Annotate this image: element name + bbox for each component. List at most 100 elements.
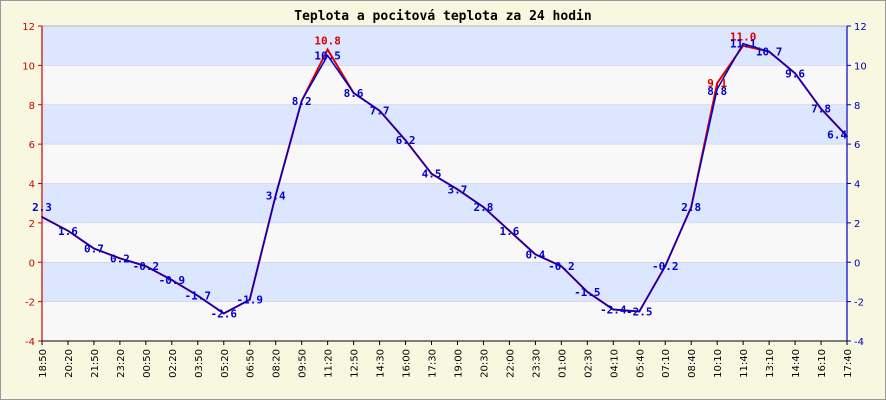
plot-bands: [42, 25, 847, 342]
y-tick-left-label: -2: [25, 298, 35, 309]
data-label-feels_like: 11.0: [730, 31, 757, 44]
data-point-temperature: [456, 188, 459, 191]
data-label-temperature: 7.7: [370, 105, 390, 118]
x-tick-label: 17:30: [428, 349, 439, 378]
y-tick-right-label: 10: [854, 61, 867, 72]
data-point-temperature: [508, 229, 511, 232]
band-6: [42, 65, 847, 105]
y-tick-left-label: 12: [22, 22, 35, 33]
data-label-temperature: -1.5: [574, 286, 601, 299]
data-label-temperature: -1.9: [236, 294, 263, 307]
data-point-temperature: [586, 290, 589, 293]
data-label-temperature: -2.6: [211, 307, 238, 320]
x-tick-label: 11:40: [739, 349, 750, 378]
data-point-temperature: [41, 216, 43, 218]
data-label-temperature: 2.8: [474, 201, 494, 214]
data-labels: 2.31.60.70.2-0.2-0.9-1.7-2.6-1.93.48.210…: [32, 31, 847, 321]
y-tick-right-label: 0: [854, 258, 860, 269]
data-point-temperature: [664, 265, 667, 267]
x-tick-label: 09:50: [298, 349, 309, 378]
data-label-temperature: 8.2: [292, 95, 312, 108]
data-point-temperature: [300, 100, 303, 102]
data-label-temperature: -0.2: [133, 260, 160, 273]
data-point-temperature: [352, 92, 355, 94]
chart-title: Teplota a pocitová teplota za 24 hodin: [294, 9, 591, 24]
data-label-temperature: -0.9: [159, 274, 186, 287]
y-tick-right-label: 4: [854, 180, 860, 191]
data-point-temperature: [690, 206, 692, 208]
data-label-temperature: 8.8: [707, 85, 727, 98]
data-label-temperature: 2.3: [32, 201, 52, 214]
data-point-temperature: [534, 253, 537, 256]
data-label-temperature: 1.6: [499, 225, 519, 238]
data-label-temperature: 0.7: [84, 242, 104, 255]
series-lines: [41, 42, 848, 315]
y-ticks: -4 -4 -2 -2 0 0 2 2 4 4 6 6 8 8 10 10 12 12: [22, 22, 866, 348]
x-tick-label: 18:50: [38, 349, 49, 378]
band-5: [42, 104, 847, 145]
data-point-temperature: [93, 247, 95, 250]
data-label-temperature: -0.2: [652, 260, 679, 273]
y-tick-left-label: 8: [29, 101, 35, 112]
x-tick-label: 16:00: [402, 349, 413, 378]
data-point-temperature: [67, 229, 69, 232]
x-tick-label: 08:20: [272, 349, 283, 378]
data-label-temperature: 10.5: [314, 50, 341, 63]
data-label-temperature: 11.1: [730, 38, 757, 51]
data-point-feels_like: [326, 48, 329, 51]
data-label-temperature: 10.7: [756, 46, 783, 59]
x-tick-label: 03:50: [194, 349, 205, 378]
data-point-temperature: [716, 88, 718, 90]
data-label-temperature: 6.4: [827, 128, 847, 141]
x-tick-label: 04:10: [609, 349, 620, 378]
y-tick-left-label: 6: [29, 140, 35, 151]
data-point-temperature: [794, 72, 796, 75]
data-point-temperature: [612, 308, 615, 311]
data-label-temperature: 3.4: [266, 189, 286, 202]
x-tick-label: 22:00: [505, 349, 516, 378]
x-tick-label: 17:40: [843, 349, 854, 378]
data-point-temperature: [404, 139, 407, 141]
x-tick-label: 02:20: [168, 349, 179, 378]
data-label-temperature: 2.8: [681, 201, 701, 214]
band-4: [42, 144, 847, 184]
x-tick-label: 13:10: [765, 349, 776, 378]
y-tick-right-label: -4: [854, 337, 864, 348]
data-label-feels_like: 9.1: [707, 77, 727, 90]
data-point-temperature: [482, 206, 485, 208]
data-point-temperature: [145, 265, 147, 267]
x-tick-label: 14:40: [791, 349, 802, 378]
data-point-temperature: [378, 109, 381, 112]
x-tick-label: 10:10: [713, 349, 724, 378]
x-tick-label: 21:50: [90, 349, 101, 378]
data-point-temperature: [171, 279, 173, 281]
data-point-temperature: [119, 257, 121, 260]
data-point-temperature: [197, 294, 199, 297]
data-label-temperature: 4.5: [422, 168, 442, 181]
data-point-temperature: [820, 107, 822, 110]
y-tick-right-label: 8: [854, 101, 860, 112]
x-tick-label: 05:40: [635, 349, 646, 378]
y-tick-left-label: 0: [29, 258, 35, 269]
x-tick-label: 14:30: [376, 349, 387, 378]
x-tick-label: 19:00: [453, 349, 464, 378]
data-label-temperature: 6.2: [396, 134, 416, 147]
data-point-temperature: [430, 172, 433, 175]
x-tick-label: 16:10: [817, 349, 828, 378]
x-tick-label: 23:30: [531, 349, 542, 378]
x-tick-label: 12:50: [350, 349, 361, 378]
data-label-temperature: 1.6: [58, 225, 78, 238]
data-label-temperature: -2.4: [600, 304, 627, 317]
band-2: [42, 222, 847, 263]
x-tick-label: 00:50: [142, 349, 153, 378]
series-line-temperature: [41, 42, 848, 315]
band-7: [42, 26, 847, 66]
x-tick-label: 01:00: [557, 349, 568, 378]
data-point-temperature: [768, 50, 770, 53]
data-point-temperature: [638, 310, 641, 313]
x-ticks: 18:50 20:20 21:50 23:20 00:50 02:20 03:50 05:20…: [38, 341, 854, 378]
data-label-temperature: 0.4: [525, 248, 545, 261]
data-label-temperature: -2.5: [626, 305, 653, 318]
